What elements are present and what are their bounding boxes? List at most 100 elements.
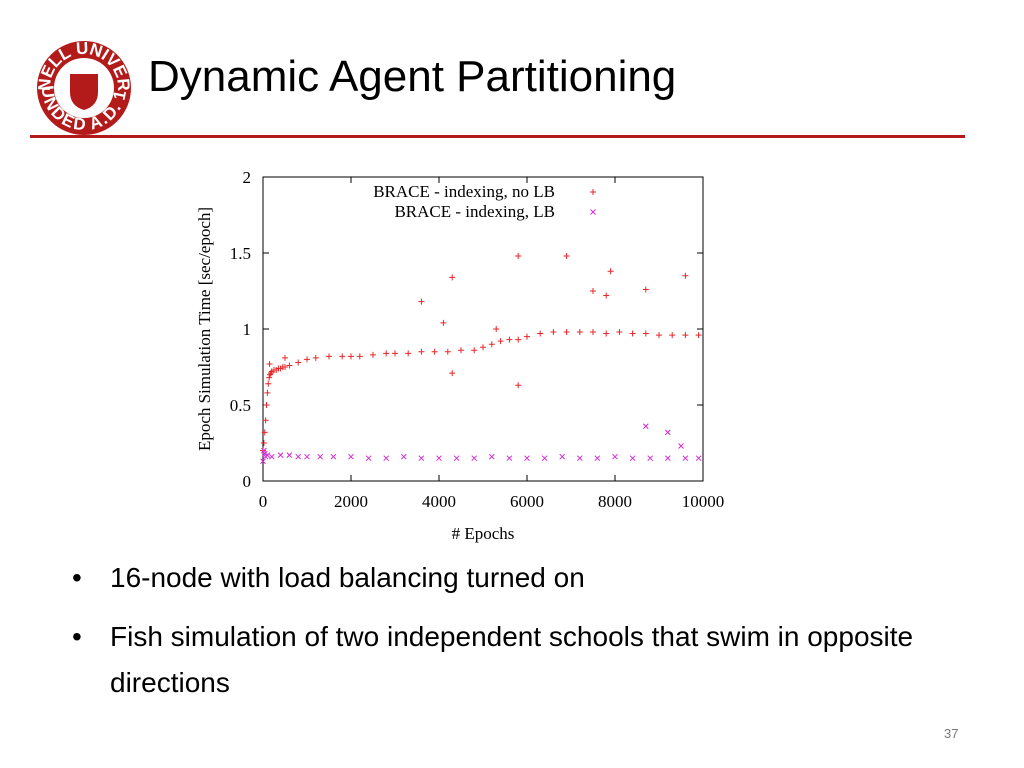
data-point (590, 288, 596, 294)
data-point (383, 455, 390, 462)
data-point (488, 341, 495, 348)
legend-label: BRACE - indexing, no LB (373, 182, 555, 201)
data-point (263, 402, 270, 408)
data-point (440, 319, 447, 326)
data-point (265, 380, 272, 387)
data-point (607, 268, 614, 275)
data-point (682, 332, 689, 339)
data-point (444, 348, 451, 355)
data-point (268, 453, 275, 460)
y-tick-label: 0.5 (230, 396, 251, 415)
data-point (260, 440, 267, 446)
data-point (326, 353, 332, 360)
data-point (576, 455, 583, 462)
slide-title: Dynamic Agent Partitioning (148, 52, 677, 101)
x-tick-label: 10000 (682, 492, 725, 511)
data-point (405, 350, 412, 357)
data-point (524, 455, 530, 462)
data-point (493, 326, 500, 332)
legend-label: BRACE - indexing, LB (394, 202, 555, 221)
x-tick-label: 6000 (510, 492, 544, 511)
data-point (563, 329, 570, 336)
y-axis-label: Epoch Simulation Time [sec/epoch] (195, 207, 214, 451)
data-point (330, 453, 337, 460)
data-point (642, 286, 649, 293)
data-point (678, 443, 684, 449)
x-tick-label: 8000 (598, 492, 632, 511)
data-point (400, 453, 407, 460)
data-point (603, 330, 610, 337)
x-axis-label: # Epochs (452, 524, 515, 543)
data-point (260, 447, 266, 454)
data-point (436, 455, 442, 462)
data-point (266, 374, 273, 381)
data-point (260, 458, 266, 465)
data-point (383, 350, 390, 357)
data-point (656, 332, 662, 339)
data-point (261, 429, 268, 436)
data-point (431, 348, 438, 355)
data-point (506, 336, 513, 343)
data-point (304, 356, 310, 363)
data-point (317, 453, 324, 460)
data-point (682, 272, 689, 279)
data-point (488, 453, 495, 460)
data-point (418, 455, 425, 462)
data-point (669, 332, 676, 339)
title-rule (30, 135, 965, 138)
y-tick-label: 0 (243, 472, 252, 491)
data-point (356, 353, 363, 360)
data-point (642, 330, 649, 337)
data-point (418, 298, 425, 305)
data-point (682, 455, 689, 462)
data-point (418, 348, 425, 355)
data-point (348, 453, 354, 460)
data-point (603, 292, 610, 299)
data-point (348, 353, 354, 360)
bullet-item: • Fish simulation of two independent scho… (72, 614, 992, 706)
data-point (497, 338, 504, 345)
data-point (559, 453, 566, 460)
data-point (266, 360, 273, 367)
data-point (304, 453, 310, 460)
data-point (590, 329, 596, 336)
data-point (458, 347, 464, 354)
data-point (277, 452, 284, 459)
data-point (537, 330, 544, 337)
data-point (365, 455, 372, 462)
data-point (515, 382, 522, 389)
data-point (312, 354, 319, 361)
legend-marker (590, 209, 596, 215)
logo-shield (70, 74, 98, 110)
data-point (449, 370, 456, 377)
data-point (282, 354, 288, 361)
x-tick-label: 2000 (334, 492, 368, 511)
bullet-item: • 16-node with load balancing turned on (72, 555, 992, 601)
y-tick-label: 2 (243, 168, 252, 187)
data-point (594, 455, 601, 462)
data-point (392, 350, 398, 357)
y-tick-label: 1 (243, 320, 252, 339)
data-point (616, 329, 623, 336)
data-point (295, 453, 302, 460)
x-tick-label: 4000 (422, 492, 456, 511)
data-point (695, 332, 702, 339)
y-tick-label: 1.5 (230, 244, 251, 263)
data-point (262, 417, 269, 424)
data-point (370, 351, 376, 358)
data-point (286, 362, 293, 369)
data-point (563, 253, 570, 260)
data-point (647, 455, 654, 462)
data-point (471, 347, 478, 354)
chart: 0 2000 4000 6000 8000 10000 0 0.5 1 1.5 2 # Epochs E… (195, 168, 725, 543)
data-point (612, 453, 618, 460)
data-point (642, 423, 649, 430)
data-point (629, 455, 636, 462)
data-point (629, 330, 636, 337)
bullet-text: 16-node with load balancing turned on (110, 562, 585, 593)
data-point (453, 455, 460, 462)
data-point (695, 455, 702, 462)
data-point (576, 329, 583, 336)
legend-marker (590, 189, 596, 195)
